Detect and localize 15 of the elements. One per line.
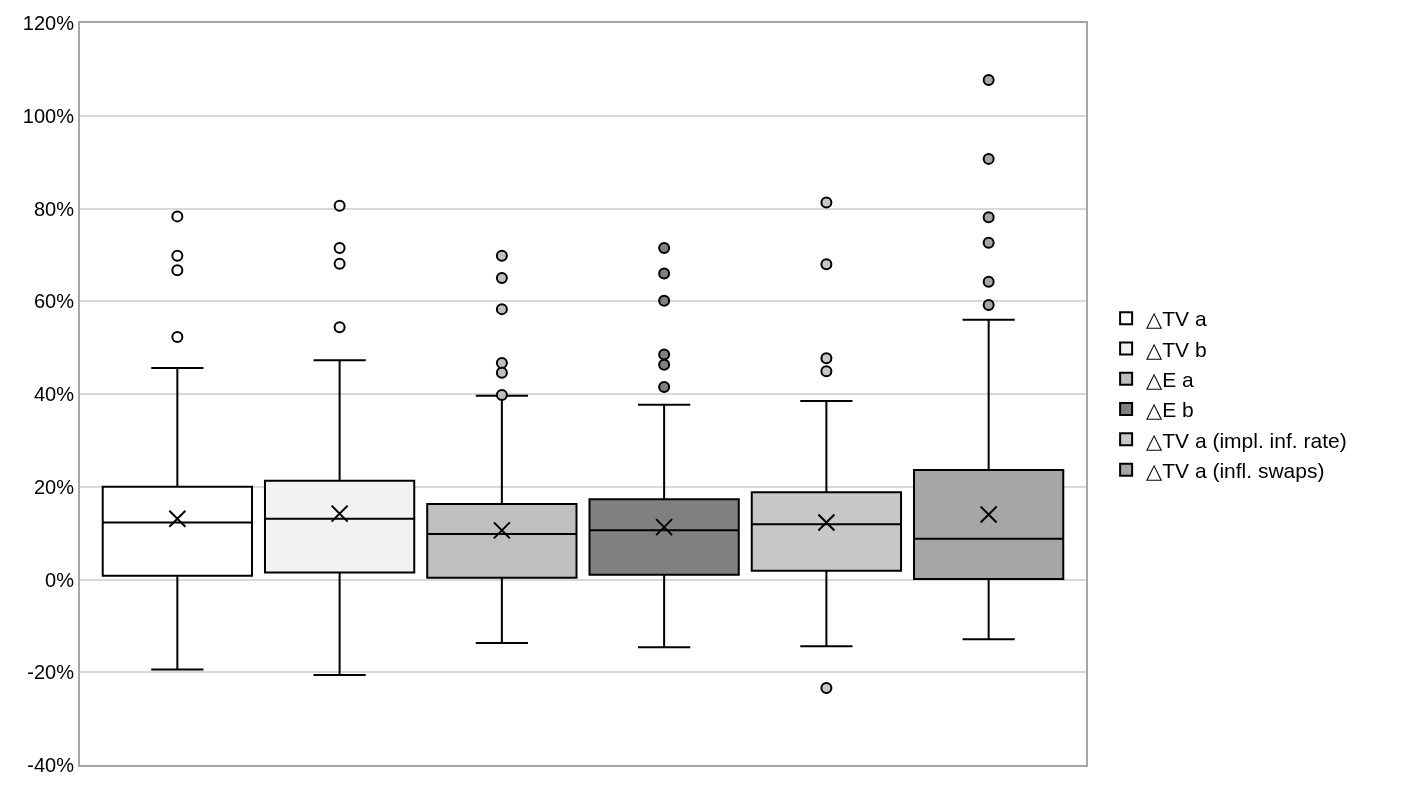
y-tick-label: 40% [33,383,75,405]
y-tick-label: 80% [33,197,75,220]
y-tick-label: 0% [45,568,75,591]
y-tick-label: 120% [22,12,75,34]
legend-label: △TV b [1146,337,1207,361]
legend-label: △E b [1146,398,1194,422]
y-tick-label: 100% [22,104,75,127]
legend-label: △TV a (impl. inf. rate) [1146,428,1347,452]
legend-label: △E a [1146,367,1195,391]
y-tick-label: 60% [33,290,75,313]
legend-label: △TV a (infl. swaps) [1146,458,1325,482]
legend-label: △TV a [1146,307,1207,331]
y-tick-label: -40% [27,754,75,776]
y-tick-label: 20% [33,475,75,498]
y-tick-label: -20% [27,661,75,684]
